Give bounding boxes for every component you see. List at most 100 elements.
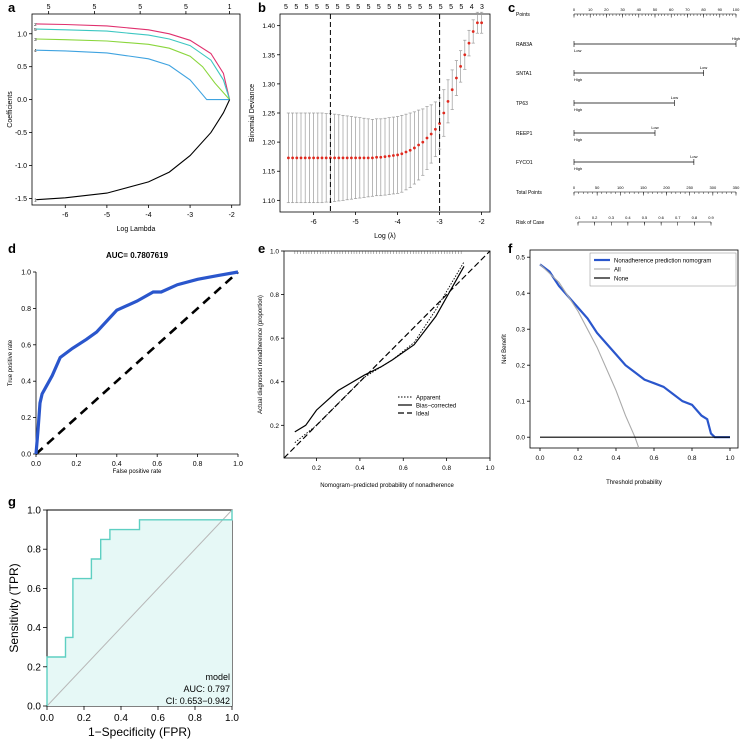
panel-e-letter: e xyxy=(258,241,266,256)
panel-b-point xyxy=(450,88,454,92)
panel-a-coef-line xyxy=(36,38,231,100)
nomogram-level-label: High xyxy=(574,166,582,171)
panel-b-top-tick-label: 5 xyxy=(439,4,443,11)
panel-g-ytick-label: 0.2 xyxy=(27,662,41,673)
panel-f-decision-curve xyxy=(539,264,640,449)
panel-g-annotation: AUC: 0.797 xyxy=(183,684,230,694)
panel-b-xlabel: Log (λ) xyxy=(374,233,396,240)
panel-b-point xyxy=(362,156,366,160)
panel-e-calibration-line xyxy=(283,250,491,459)
panel-f-ytick-label: 0.0 xyxy=(516,435,525,442)
panel-b-point xyxy=(312,156,315,160)
panel-b-point xyxy=(379,155,383,159)
panel-b-top-tick-label: 5 xyxy=(408,4,412,11)
panel-b-point xyxy=(463,53,467,57)
panel-b-point xyxy=(295,156,299,160)
nomogram-tick-label: 0.8 xyxy=(692,215,698,220)
panel-b-top-tick-label: 5 xyxy=(294,4,298,11)
nomogram-level-label: Low xyxy=(574,48,581,53)
panel-d-xtick-label: 0.8 xyxy=(193,461,203,468)
panel-f-ytick-label: 0.2 xyxy=(516,363,525,370)
panel-f-xtick-label: 1.0 xyxy=(725,455,734,462)
nomogram-tick-label: 0.1 xyxy=(575,215,581,220)
panel-b-xtick-label: -2 xyxy=(478,219,484,226)
panel-b-ytick-label: 1.10 xyxy=(262,198,275,205)
panel-g-letter: g xyxy=(8,494,16,509)
panel-a-line-label: 3 xyxy=(34,37,37,42)
panel-a-line-label: 2 xyxy=(34,22,37,27)
panel-g-reference-diagonal xyxy=(46,509,233,707)
panel-b-ytick-label: 1.20 xyxy=(262,140,275,147)
panel-e-xtick-label: 1.0 xyxy=(485,465,494,472)
panel-f-xtick-label: 0.6 xyxy=(649,455,658,462)
panel-g-ytick-label: 0.8 xyxy=(27,545,41,556)
nomogram-level-label: Low xyxy=(671,95,678,100)
panel-a-ytick-label: -1.5 xyxy=(15,196,27,203)
panel-d-letter: d xyxy=(8,241,16,256)
panel-b-point xyxy=(308,156,311,160)
panel-b-point xyxy=(471,30,475,33)
panel-a-ytick-label: -1.0 xyxy=(15,163,27,170)
panel-b-point xyxy=(333,156,336,160)
panel-d-xtick-label: 0.6 xyxy=(152,461,162,468)
panel-a-frame xyxy=(31,13,241,206)
panel-b-point xyxy=(404,150,408,154)
panel-b-top-tick-label: 5 xyxy=(459,4,463,11)
panel-f-xtick-label: 0.0 xyxy=(535,455,544,462)
panel-b-point xyxy=(287,156,290,160)
panel-b-point xyxy=(400,152,404,156)
panel-b-point xyxy=(421,140,425,144)
nomogram-tick-label: 0.2 xyxy=(592,215,598,220)
nomogram-row-label: SNTA1 xyxy=(516,71,532,77)
panel-d-ytick-label: 0.6 xyxy=(21,342,31,349)
nomogram-row-label: Points xyxy=(516,12,530,18)
panel-a-ytick-label: -0.5 xyxy=(15,130,27,137)
panel-e-xtick-label: 0.8 xyxy=(442,465,451,472)
panel-b-top-tick-label: 5 xyxy=(377,4,381,11)
panel-f-legend-label: None xyxy=(614,276,629,282)
panel-a-top-tick-label: 5 xyxy=(92,4,96,11)
panel-a-line-label: 4 xyxy=(34,48,37,53)
panel-b-top-tick-label: 5 xyxy=(418,4,422,11)
panel-g-xlabel: 1−Specificity (FPR) xyxy=(88,725,191,739)
panel-a-xlabel: Log Lambda xyxy=(117,226,156,233)
nomogram-tick-label: 40 xyxy=(637,7,642,12)
panel-b-point xyxy=(459,65,462,68)
panel-g-ytick-label: 0.4 xyxy=(27,623,41,634)
nomogram-tick-label: 100 xyxy=(617,185,624,190)
panel-f-letter: f xyxy=(508,241,513,256)
panel-d-ytick-label: 0.4 xyxy=(21,379,31,386)
panel-b-top-tick-label: 5 xyxy=(305,4,309,11)
panel-a-top-tick-label: 5 xyxy=(138,4,142,11)
panel-b-top-tick-label: 5 xyxy=(315,4,319,11)
panel-e-frame xyxy=(283,250,491,459)
panel-g-ylabel: Sensitivity (TPR) xyxy=(7,563,21,652)
panel-f-decision-curve xyxy=(539,263,730,439)
panel-a-coef-line xyxy=(36,23,231,100)
panel-f-xtick-label: 0.8 xyxy=(687,455,696,462)
panel-b-xtick-label: -4 xyxy=(394,219,400,226)
nomogram-level-label: High xyxy=(574,107,582,112)
panel-b-point xyxy=(291,156,294,160)
nomogram-tick-label: 50 xyxy=(653,7,658,12)
panel-d-title: AUC= 0.7807619 xyxy=(106,251,169,260)
panel-a-ytick-label: 0.0 xyxy=(17,97,27,104)
panel-b-point xyxy=(476,21,479,25)
panel-b-point xyxy=(375,155,378,159)
panel-b-top-tick-label: 4 xyxy=(470,4,474,11)
panel-b-point xyxy=(408,148,412,152)
panel-b-point xyxy=(303,156,307,160)
panel-a-line-label: 1 xyxy=(34,198,37,203)
panel-e-ytick-label: 0.4 xyxy=(270,379,279,386)
nomogram-row-label: Total Points xyxy=(516,190,542,196)
panel-a-xtick-label: -2 xyxy=(229,212,235,219)
panel-e-xtick-label: 0.4 xyxy=(355,465,364,472)
panel-d-ytick-label: 0.0 xyxy=(21,452,31,459)
nomogram-tick-label: 30 xyxy=(620,7,625,12)
panel-b-point xyxy=(324,156,328,160)
panel-a-coef-line xyxy=(36,99,231,201)
panel-f-ytick-label: 0.5 xyxy=(516,255,525,262)
panel-e-legend-label: Bias−corrected xyxy=(416,403,456,409)
panel-b-ytick-label: 1.25 xyxy=(262,111,275,118)
panel-g-xtick-label: 0.6 xyxy=(151,713,165,724)
